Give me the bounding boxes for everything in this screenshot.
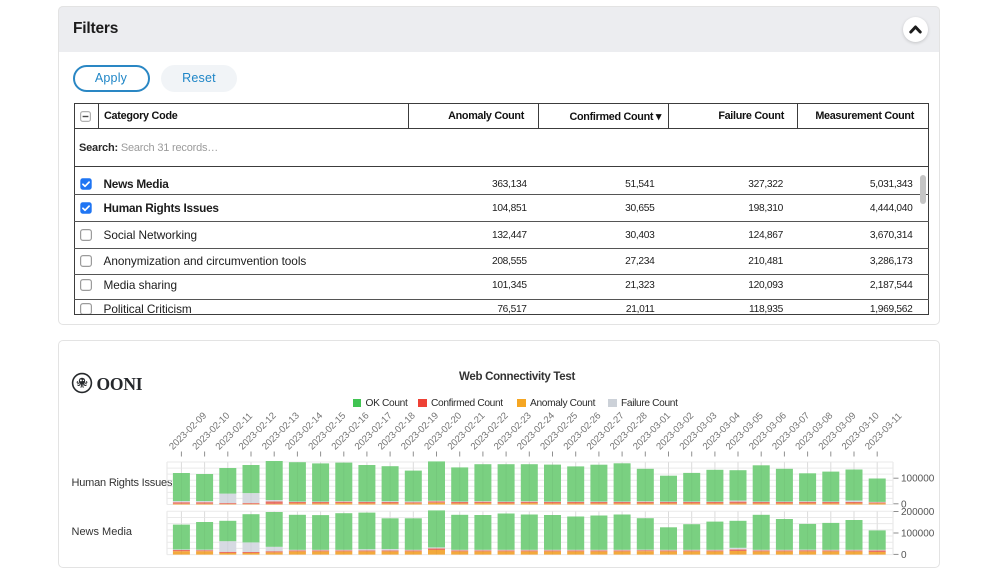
svg-text:100000: 100000: [901, 474, 935, 485]
svg-text:0: 0: [901, 499, 907, 510]
svg-text:0: 0: [901, 550, 907, 561]
svg-text:200000: 200000: [901, 507, 935, 518]
svg-text:100000: 100000: [901, 529, 935, 540]
